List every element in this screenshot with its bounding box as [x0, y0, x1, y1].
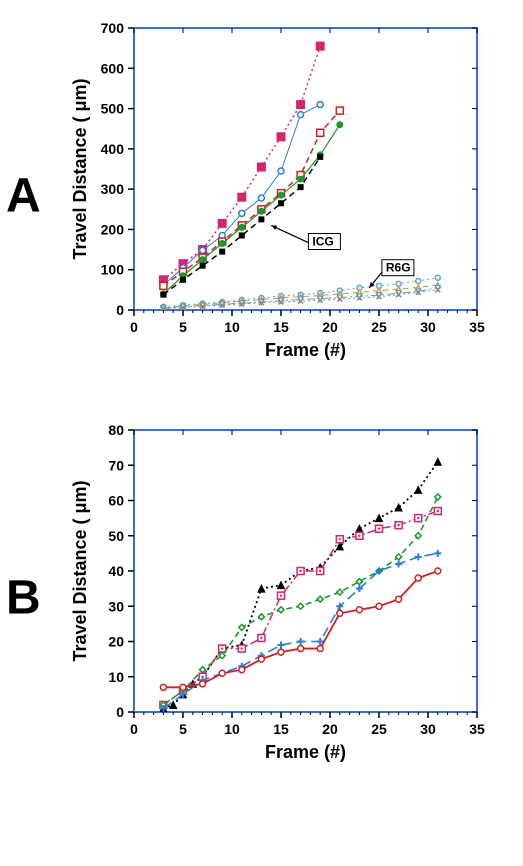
- chart-A: 0 5 10 15 20 25 30 35 0 100 200 300 400 500 600 700 Fram…: [62, 10, 513, 382]
- svg-text:35: 35: [469, 721, 485, 737]
- svg-text:100: 100: [101, 262, 125, 278]
- svg-text:10: 10: [224, 721, 240, 737]
- svg-text:80: 80: [108, 422, 124, 438]
- svg-text:500: 500: [101, 101, 125, 117]
- svg-text:R6G: R6G: [386, 261, 411, 275]
- svg-text:ICG: ICG: [312, 235, 333, 249]
- svg-text:0: 0: [116, 302, 124, 318]
- svg-text:25: 25: [371, 319, 387, 335]
- svg-text:Frame (#): Frame (#): [265, 340, 346, 360]
- svg-text:50: 50: [108, 528, 124, 544]
- panel-letter-A: A: [6, 169, 41, 224]
- svg-text:20: 20: [322, 721, 338, 737]
- svg-text:10: 10: [224, 319, 240, 335]
- svg-text:0: 0: [130, 721, 138, 737]
- svg-text:15: 15: [273, 721, 289, 737]
- svg-text:600: 600: [101, 60, 125, 76]
- panel-B: B 0510152025303501020304050607080Frame (…: [10, 412, 513, 784]
- svg-text:Frame (#): Frame (#): [265, 742, 346, 762]
- chart-B: 0 5 10 15 20 25 30 35 0 10 20 30 40 50 60 70 80 Frame (#)…: [62, 412, 513, 784]
- svg-text:0: 0: [130, 319, 138, 335]
- svg-text:20: 20: [322, 319, 338, 335]
- svg-text:Travel Distance ( μm): Travel Distance ( μm): [70, 480, 90, 661]
- svg-text:5: 5: [179, 721, 187, 737]
- svg-text:60: 60: [108, 493, 124, 509]
- svg-text:35: 35: [469, 319, 485, 335]
- panel-letter-B: B: [6, 571, 41, 626]
- svg-text:Travel Distance ( μm): Travel Distance ( μm): [70, 78, 90, 259]
- svg-text:30: 30: [420, 721, 436, 737]
- svg-text:5: 5: [179, 319, 187, 335]
- svg-text:15: 15: [273, 319, 289, 335]
- svg-text:30: 30: [108, 598, 124, 614]
- svg-text:40: 40: [108, 563, 124, 579]
- svg-text:300: 300: [101, 181, 125, 197]
- svg-text:70: 70: [108, 457, 124, 473]
- svg-text:25: 25: [371, 721, 387, 737]
- svg-text:400: 400: [101, 141, 125, 157]
- svg-text:10: 10: [108, 669, 124, 685]
- svg-text:0: 0: [116, 704, 124, 720]
- svg-text:700: 700: [101, 20, 125, 36]
- svg-text:200: 200: [101, 221, 125, 237]
- svg-text:30: 30: [420, 319, 436, 335]
- svg-text:20: 20: [108, 634, 124, 650]
- panel-A: A 051015202530350100200300400500600700Fr…: [10, 10, 513, 382]
